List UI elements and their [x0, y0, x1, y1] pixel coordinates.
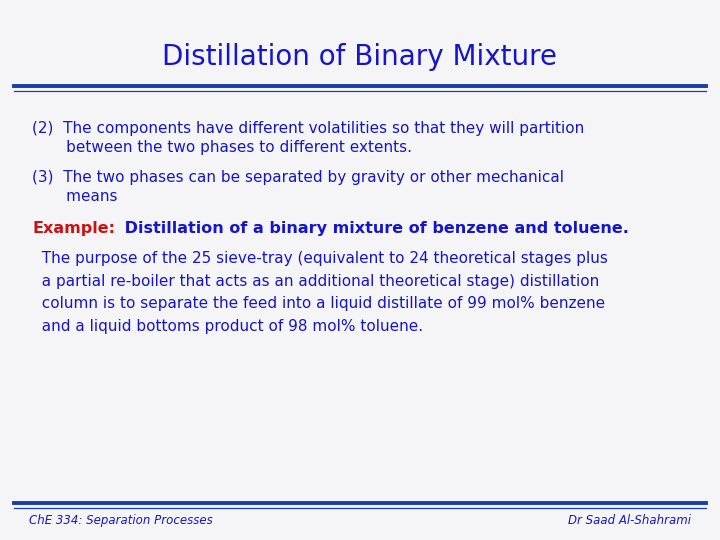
- Text: Dr Saad Al-Shahrami: Dr Saad Al-Shahrami: [568, 514, 691, 527]
- Text: The purpose of the 25 sieve-tray (equivalent to 24 theoretical stages plus: The purpose of the 25 sieve-tray (equiva…: [32, 251, 608, 266]
- Text: and a liquid bottoms product of 98 mol% toluene.: and a liquid bottoms product of 98 mol% …: [32, 319, 423, 334]
- Text: ChE 334: Separation Processes: ChE 334: Separation Processes: [29, 514, 212, 527]
- Text: (2)  The components have different volatilities so that they will partition: (2) The components have different volati…: [32, 122, 585, 137]
- Text: means: means: [32, 189, 118, 204]
- Text: Distillation of a binary mixture of benzene and toluene.: Distillation of a binary mixture of benz…: [119, 221, 629, 237]
- Text: Example:: Example:: [32, 221, 115, 237]
- Text: Distillation of Binary Mixture: Distillation of Binary Mixture: [163, 43, 557, 71]
- Text: a partial re-boiler that acts as an additional theoretical stage) distillation: a partial re-boiler that acts as an addi…: [32, 274, 600, 289]
- Text: (3)  The two phases can be separated by gravity or other mechanical: (3) The two phases can be separated by g…: [32, 170, 564, 185]
- Text: column is to separate the feed into a liquid distillate of 99 mol% benzene: column is to separate the feed into a li…: [32, 296, 606, 312]
- Text: between the two phases to different extents.: between the two phases to different exte…: [32, 140, 413, 156]
